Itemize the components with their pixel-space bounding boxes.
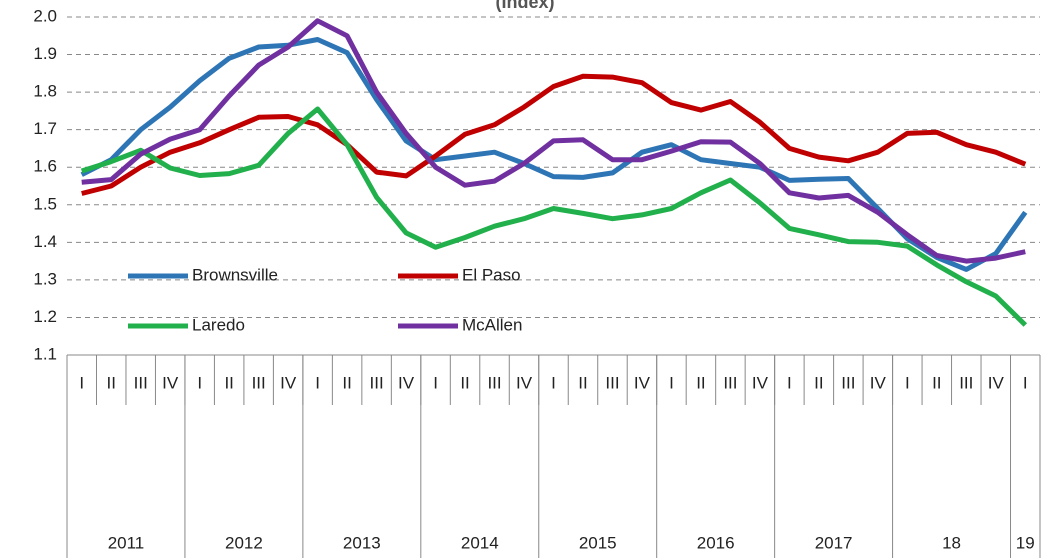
y-tick-label: 2.0 (33, 6, 57, 25)
x-tick-label: III (252, 373, 266, 392)
x-tick-label: IV (634, 373, 651, 392)
x-tick-label: IV (398, 373, 415, 392)
year-label: 18 (942, 533, 961, 552)
legend-label: Laredo (192, 315, 245, 334)
y-tick-label: 1.6 (33, 157, 57, 176)
legend-label: El Paso (462, 265, 521, 284)
x-tick-label: I (669, 373, 674, 392)
x-tick-label: II (578, 373, 587, 392)
series-line (81, 73, 1027, 196)
x-tick-label: II (342, 373, 351, 392)
x-tick-label: I (197, 373, 202, 392)
series-line (81, 18, 1026, 264)
y-tick-label: 1.2 (33, 307, 57, 326)
x-tick-label: I (1023, 373, 1028, 392)
chart-title: (Index) (495, 0, 554, 12)
y-tick-label: 1.1 (33, 344, 57, 363)
x-tick-label: II (696, 373, 705, 392)
x-tick-label: I (551, 373, 556, 392)
x-tick-label: III (723, 373, 737, 392)
x-tick-label: III (959, 373, 973, 392)
y-tick-label: 1.7 (33, 119, 57, 138)
year-label: 2012 (225, 533, 263, 552)
x-tick-label: I (315, 373, 320, 392)
x-tick-label: I (79, 373, 84, 392)
x-tick-label: IV (988, 373, 1005, 392)
year-label: 2011 (108, 533, 145, 552)
x-tick-label: I (433, 373, 438, 392)
x-tick-label: IV (162, 373, 179, 392)
x-tick-label: II (932, 373, 941, 392)
series-line (80, 37, 1028, 272)
x-tick-label: III (841, 373, 855, 392)
x-tick-label: I (905, 373, 910, 392)
year-label: 2017 (815, 533, 853, 552)
x-tick-label: II (814, 373, 823, 392)
y-tick-label: 1.9 (33, 44, 57, 63)
x-tick-label: II (224, 373, 233, 392)
y-tick-label: 1.5 (33, 194, 57, 213)
legend-label: Brownsville (192, 265, 278, 284)
x-tick-label: IV (752, 373, 769, 392)
x-tick-label: I (787, 373, 792, 392)
year-label: 2015 (579, 533, 617, 552)
x-tick-label: IV (280, 373, 297, 392)
year-label: 2013 (343, 533, 381, 552)
y-tick-label: 1.3 (33, 269, 57, 288)
x-tick-label: II (107, 373, 116, 392)
x-tick-label: III (134, 373, 148, 392)
y-tick-label: 1.8 (33, 82, 57, 101)
y-tick-label: 1.4 (33, 232, 57, 251)
series-line (80, 106, 1028, 327)
legend-label: McAllen (462, 315, 522, 334)
x-tick-label: III (370, 373, 384, 392)
x-tick-label: IV (870, 373, 887, 392)
x-tick-label: IV (516, 373, 533, 392)
year-label: 2016 (697, 533, 735, 552)
x-tick-label: III (605, 373, 619, 392)
x-tick-label: II (460, 373, 469, 392)
year-label: 19 (1016, 533, 1035, 552)
year-label: 2014 (461, 533, 499, 552)
x-tick-label: III (487, 373, 501, 392)
